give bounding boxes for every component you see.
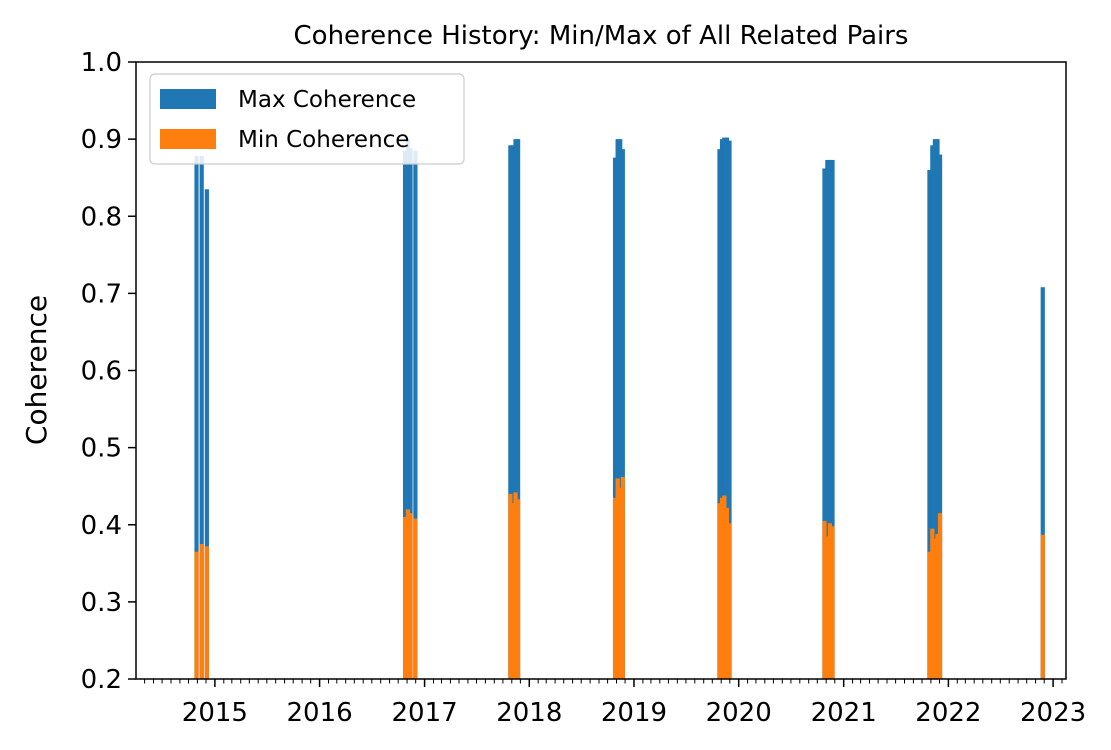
- y-tick-label: 0.5: [81, 434, 122, 464]
- min-coherence-bar: [204, 546, 209, 679]
- max-coherence-bar: [620, 149, 625, 679]
- y-tick-label: 0.4: [81, 511, 122, 541]
- x-tick-label: 2023: [1020, 698, 1086, 728]
- min-coherence-bar: [717, 503, 722, 679]
- max-coherence-bar: [204, 189, 209, 679]
- y-axis: 0.2 0.3 0.4 0.5 0.6 0.7 0.8 0.9 1.0: [81, 48, 136, 695]
- legend-box: [149, 73, 465, 165]
- y-tick-label: 0.2: [81, 665, 122, 695]
- x-tick-label: 2015: [182, 698, 248, 728]
- max-coherence-bar: [932, 139, 937, 679]
- min-coherence-bar: [508, 493, 513, 679]
- max-coherence-bar: [724, 137, 730, 679]
- min-coherence-bar: [199, 544, 204, 679]
- x-tick-label: 2017: [391, 698, 457, 728]
- max-coherence-bar: [615, 139, 620, 679]
- min-coherence-bar: [615, 478, 620, 679]
- max-coherence-bar: [722, 137, 727, 679]
- min-coherence-bar: [510, 503, 516, 679]
- min-coherence-bar: [822, 520, 827, 679]
- min-coherence-bar: [935, 534, 940, 679]
- chart-title: Coherence History: Min/Max of All Relate…: [294, 21, 909, 51]
- min-coherence-bar: [405, 509, 411, 679]
- max-coherence-bar: [408, 148, 413, 679]
- min-coherence-bar: [724, 507, 730, 679]
- max-coherence-bar: [937, 154, 943, 680]
- max-coherence-bar: [516, 139, 521, 679]
- min-coherence-bar: [830, 526, 835, 679]
- x-tick-label: 2019: [601, 698, 667, 728]
- min-coherence-bar: [413, 518, 418, 679]
- max-coherence-bar: [513, 139, 518, 679]
- y-axis-label: Coherence: [20, 295, 53, 445]
- min-coherence-bar: [612, 497, 618, 679]
- max-coherence-bar: [405, 139, 411, 679]
- min-coherence-bar: [932, 538, 937, 679]
- max-coherence-bar: [612, 157, 618, 679]
- min-coherence-bar: [194, 551, 199, 679]
- max-coherence-bar: [402, 150, 408, 679]
- max-coherence-bar: [717, 149, 722, 679]
- bars-layer: [194, 137, 1045, 680]
- min-coherence-bar: [825, 536, 830, 679]
- max-coherence-bar: [618, 139, 623, 679]
- min-coherence-bar: [719, 497, 725, 679]
- y-tick-label: 0.7: [81, 279, 122, 309]
- x-tick-label: 2021: [811, 698, 877, 728]
- min-coherence-bar: [930, 528, 935, 679]
- min-coherence-bar: [927, 551, 932, 679]
- x-tick-label: 2020: [706, 698, 772, 728]
- max-coherence-bar: [1040, 287, 1045, 679]
- min-coherence-bar: [722, 495, 727, 679]
- min-coherence-bar: [937, 513, 943, 679]
- y-tick-label: 0.8: [81, 202, 122, 232]
- max-coherence-bar: [935, 139, 940, 679]
- x-tick-label: 2018: [496, 698, 562, 728]
- y-tick-label: 1.0: [81, 48, 122, 78]
- max-coherence-bar: [930, 145, 935, 680]
- legend-swatch-max: [160, 89, 216, 109]
- legend: Max Coherence Min Coherence: [149, 73, 465, 165]
- max-coherence-bar: [510, 145, 516, 680]
- min-coherence-bar: [727, 523, 732, 679]
- min-coherence-bar: [402, 517, 408, 679]
- max-coherence-bar: [719, 139, 725, 679]
- plot-frame: [135, 61, 1067, 680]
- max-coherence-bar: [727, 140, 732, 680]
- max-coherence-bar: [830, 159, 835, 679]
- y-tick-label: 0.9: [81, 125, 122, 155]
- legend-label-min: Min Coherence: [238, 127, 409, 153]
- max-coherence-bar: [413, 150, 418, 679]
- y-tick-label: 0.6: [81, 357, 122, 387]
- max-coherence-bar: [827, 159, 833, 679]
- legend-label-max: Max Coherence: [238, 87, 416, 113]
- min-coherence-bar: [1040, 534, 1045, 679]
- max-coherence-bar: [508, 145, 513, 680]
- min-coherence-bar: [618, 487, 623, 679]
- x-tick-label: 2016: [287, 698, 353, 728]
- max-coherence-bar: [194, 156, 199, 680]
- min-coherence-bar: [827, 523, 833, 679]
- max-coherence-bar: [927, 169, 932, 680]
- min-coherence-bar: [408, 513, 413, 679]
- min-coherence-bar: [620, 476, 625, 679]
- min-coherence-bar: [516, 499, 521, 679]
- max-coherence-bar: [825, 159, 830, 679]
- max-coherence-bar: [822, 168, 827, 679]
- max-coherence-bar: [199, 156, 204, 680]
- x-axis: 2015 2016 2017 2018 2019 2020 2021 2022 2023: [144, 679, 1086, 728]
- min-coherence-bar: [513, 492, 518, 679]
- x-tick-label: 2022: [915, 698, 981, 728]
- y-tick-label: 0.3: [81, 588, 122, 618]
- legend-swatch-min: [160, 129, 216, 149]
